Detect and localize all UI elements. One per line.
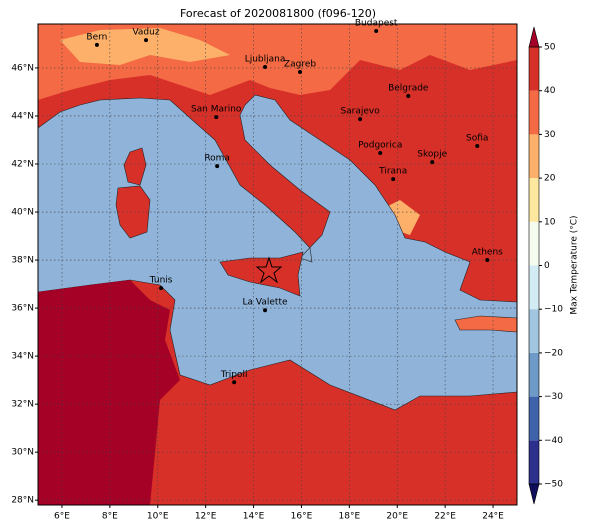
city-dot: [215, 164, 220, 169]
colorbar-tick-label: −40: [544, 436, 563, 446]
colorbar-tick-label: −20: [544, 348, 563, 358]
y-tick-label: 30°N: [11, 448, 34, 458]
city-label: Sofia: [466, 133, 488, 143]
x-tick-label: 10°E: [147, 512, 169, 522]
colorbar-segment: [529, 47, 539, 91]
colorbar-tick-label: 50: [544, 43, 556, 53]
city-label: Tirana: [378, 167, 407, 177]
colorbar-over: [528, 26, 540, 48]
city-dot: [430, 160, 435, 165]
city-label: Bern: [86, 32, 107, 42]
island-sardinia: [115, 185, 151, 239]
city-dot: [144, 38, 149, 43]
island-sicily: [219, 251, 304, 297]
land-mild: [60, 28, 230, 65]
city-label: Zagreb: [284, 60, 316, 70]
colorbar-segment: [529, 440, 539, 484]
star-marker: [255, 256, 283, 284]
colorbar-tick-label: 20: [544, 174, 556, 184]
city-label: La Valette: [243, 298, 288, 308]
colorbar-tick-label: −10: [544, 305, 563, 315]
city-dot: [374, 28, 379, 33]
colorbar-tick-label: 10: [544, 217, 556, 227]
graticule: [38, 24, 517, 505]
city-label: Sarajevo: [340, 107, 380, 117]
colorbar-label: Max Temperature (°C): [570, 215, 580, 314]
city-dot: [263, 308, 268, 313]
city-label: Ljubljana: [245, 54, 286, 64]
x-tick-label: 22°E: [434, 512, 456, 522]
city-dot: [406, 94, 411, 99]
city-dot: [94, 42, 99, 47]
colorbar-tick-label: −50: [544, 480, 563, 490]
city-label: Tripoli: [220, 370, 248, 380]
city-dot: [358, 117, 363, 122]
city-label: Tunis: [149, 276, 173, 286]
x-tick-label: 20°E: [386, 512, 408, 522]
y-tick-label: 46°N: [11, 63, 34, 73]
city-label: San Marino: [191, 105, 242, 115]
colorbar-segment: [529, 178, 539, 222]
colorbar-tick-label: 0: [544, 261, 550, 271]
city-dot: [214, 115, 219, 120]
x-tick-label: 14°E: [243, 512, 265, 522]
city-dot: [298, 70, 303, 75]
y-tick-label: 28°N: [11, 496, 34, 506]
colorbar-segment: [529, 265, 539, 310]
x-tick-label: 6°E: [54, 512, 70, 522]
colorbar-tick-label: −30: [544, 392, 563, 402]
city-dot: [485, 258, 490, 263]
y-tick-label: 40°N: [11, 208, 34, 218]
colorbar-segment: [529, 309, 539, 353]
city-dot: [391, 177, 396, 182]
colorbar-segment: [529, 352, 539, 397]
x-tick-label: 16°E: [291, 512, 313, 522]
y-tick-label: 32°N: [11, 400, 34, 410]
city-label: Athens: [472, 248, 503, 258]
city-label: Budapest: [355, 18, 398, 28]
map-layers: [38, 24, 517, 505]
city-label: Vaduz: [132, 28, 159, 38]
land-hot: [38, 280, 180, 505]
x-tick-label: 24°E: [482, 512, 504, 522]
y-tick-label: 42°N: [11, 160, 34, 170]
island-crete: [454, 315, 517, 333]
city-dot: [232, 380, 237, 385]
y-tick-label: 34°N: [11, 352, 34, 362]
x-tick-label: 18°E: [339, 512, 361, 522]
x-tick-label: 12°E: [195, 512, 217, 522]
x-tick-label: 8°E: [102, 512, 118, 522]
sea: [38, 94, 517, 411]
colorbar-segment: [529, 396, 539, 441]
y-tick-label: 36°N: [11, 304, 34, 314]
city-dot: [378, 150, 383, 155]
city-dot: [475, 143, 480, 148]
city-label: Belgrade: [388, 84, 429, 94]
colorbar-segment: [529, 221, 539, 266]
city-dot: [159, 286, 164, 291]
colorbar-tick-label: 40: [544, 86, 556, 96]
y-tick-label: 38°N: [11, 256, 34, 266]
city-dot: [263, 64, 268, 69]
island-corsica: [123, 147, 147, 186]
y-tick-label: 44°N: [11, 111, 34, 121]
map-frame: [37, 23, 518, 506]
city-label: Roma: [204, 154, 230, 164]
map-title: Forecast of 2020081800 (f096-120): [180, 7, 376, 20]
city-label: Podgorica: [358, 140, 402, 150]
colorbar-tick-label: 30: [544, 130, 556, 140]
colorbar-segment: [529, 90, 539, 135]
colorbar-under: [528, 483, 540, 505]
city-label: Skopje: [417, 150, 447, 160]
colorbar-segment: [529, 134, 539, 179]
